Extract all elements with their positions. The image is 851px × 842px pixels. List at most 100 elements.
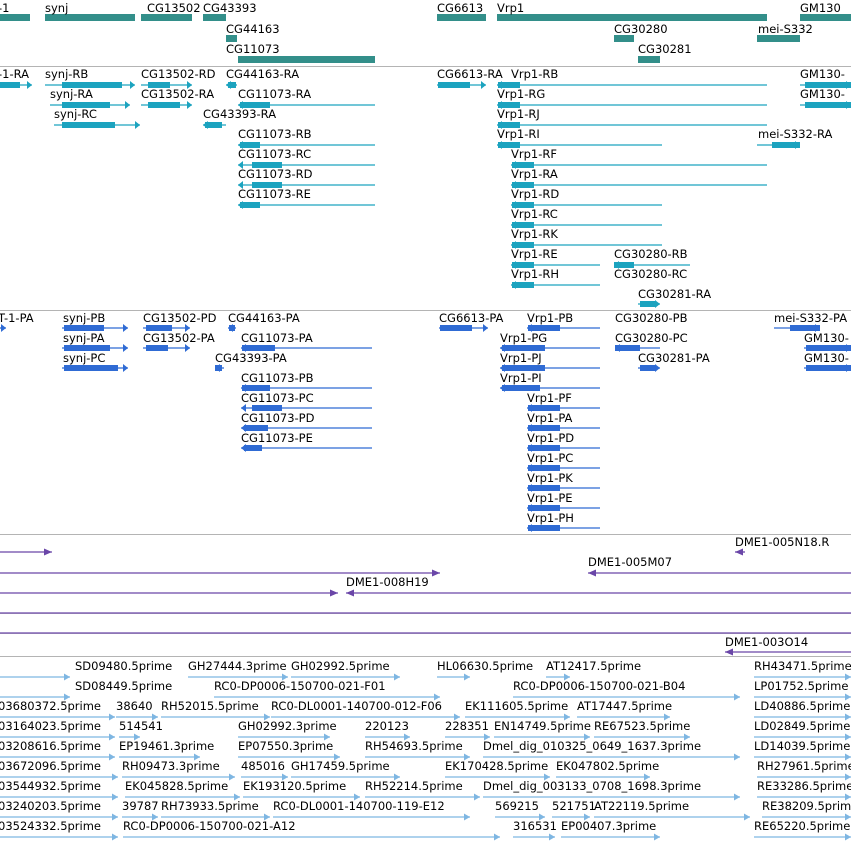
gene-label[interactable]: CG11073 <box>226 42 280 56</box>
est-arrow[interactable] <box>539 813 545 821</box>
transcript-label[interactable]: -1-RA <box>0 67 30 81</box>
transcript-label[interactable]: CG43393-RA <box>203 107 277 121</box>
est-label[interactable]: LP01752.5prime <box>754 679 849 693</box>
est-arrow[interactable] <box>734 793 740 801</box>
protein-exon[interactable] <box>440 325 472 331</box>
protein-strand-arrow[interactable] <box>527 524 532 532</box>
est-label[interactable]: HL06630.5prime <box>437 659 534 673</box>
gene-label[interactable]: CG43393 <box>203 1 257 15</box>
transcript-label[interactable]: CG11073-RA <box>238 87 312 101</box>
est-label[interactable]: 521751 <box>552 799 596 813</box>
protein-exon[interactable] <box>528 465 560 471</box>
est-arrow[interactable] <box>564 713 570 721</box>
transcript-label[interactable]: Vrp1-RH <box>511 267 559 281</box>
transcript-label[interactable]: synj-RB <box>45 67 89 81</box>
est-arrow[interactable] <box>112 833 118 841</box>
est-label[interactable]: LD40886.5prime <box>754 699 851 713</box>
est-arrow[interactable] <box>334 753 340 761</box>
transcript-strand-arrow[interactable] <box>238 181 243 189</box>
transcript-label[interactable]: GM130- <box>800 87 845 101</box>
protein-label[interactable]: GM130- <box>804 351 849 365</box>
protein-label[interactable]: T-1-PA <box>0 311 34 325</box>
protein-label[interactable]: Vrp1-PE <box>527 491 573 505</box>
est-label[interactable]: 03544932.5prime <box>0 779 102 793</box>
transcript-label[interactable]: Vrp1-RF <box>511 147 557 161</box>
clone-arrow[interactable] <box>346 589 354 597</box>
est-arrow[interactable] <box>744 813 750 821</box>
est-label[interactable]: 220123 <box>365 719 409 733</box>
est-arrow[interactable] <box>845 833 851 841</box>
est-arrow[interactable] <box>734 693 740 701</box>
transcript-strand-arrow[interactable] <box>238 141 243 149</box>
protein-exon[interactable] <box>242 345 275 351</box>
est-arrow[interactable] <box>64 673 70 681</box>
est-label[interactable]: AT22119.5prime <box>594 799 690 813</box>
protein-strand-arrow[interactable] <box>123 344 128 352</box>
transcript-strand-arrow[interactable] <box>511 161 516 169</box>
transcript-label[interactable]: Vrp1-RI <box>497 127 540 141</box>
est-label[interactable]: SD09480.5prime <box>75 659 173 673</box>
transcript-label[interactable]: CG30280-RB <box>614 247 688 261</box>
protein-label[interactable]: CG6613-PA <box>439 311 504 325</box>
transcript-exon[interactable] <box>512 182 534 188</box>
clone-arrow[interactable] <box>432 569 440 577</box>
transcript-exon[interactable] <box>205 122 222 128</box>
protein-strand-arrow[interactable] <box>500 384 505 392</box>
transcript-exon[interactable] <box>62 82 122 88</box>
est-arrow[interactable] <box>464 673 470 681</box>
est-label[interactable]: RC0-DL0001-140700-012-F06 <box>271 699 442 713</box>
est-label[interactable]: RE33286.5prime <box>757 779 851 793</box>
transcript-strand-arrow[interactable] <box>846 101 851 109</box>
protein-strand-arrow[interactable] <box>527 444 532 452</box>
est-label[interactable]: 316531 <box>513 819 557 833</box>
est-label[interactable]: RH09473.3prime <box>122 759 220 773</box>
protein-label[interactable]: synj-PB <box>63 311 106 325</box>
est-arrow[interactable] <box>845 733 851 741</box>
transcript-exon[interactable] <box>512 222 534 228</box>
protein-exon[interactable] <box>64 365 118 371</box>
est-label[interactable]: 39787 <box>122 799 159 813</box>
clone-label[interactable]: DME1-005M07 <box>588 555 673 569</box>
est-arrow[interactable] <box>549 833 555 841</box>
est-label[interactable]: RC0-DL0001-140700-119-E12 <box>273 799 445 813</box>
est-label[interactable]: RE67523.5prime <box>594 719 691 733</box>
est-arrow[interactable] <box>845 713 851 721</box>
est-arrow[interactable] <box>134 733 140 741</box>
protein-label[interactable]: synj-PC <box>63 351 106 365</box>
transcript-exon[interactable] <box>498 122 520 128</box>
protein-strand-arrow[interactable] <box>241 384 246 392</box>
est-arrow[interactable] <box>664 713 670 721</box>
transcript-strand-arrow[interactable] <box>795 141 800 149</box>
transcript-strand-arrow[interactable] <box>655 300 660 308</box>
est-arrow[interactable] <box>324 733 330 741</box>
est-arrow[interactable] <box>264 813 270 821</box>
est-arrow[interactable] <box>152 813 158 821</box>
transcript-label[interactable]: GM130- <box>800 67 845 81</box>
transcript-strand-arrow[interactable] <box>497 121 502 129</box>
est-label[interactable]: LD02849.5prime <box>754 719 851 733</box>
gene-label[interactable]: CG30280 <box>614 22 668 36</box>
gene-glyph[interactable] <box>45 14 135 21</box>
est-label[interactable]: GH17459.5prime <box>291 759 390 773</box>
transcript-strand-arrow[interactable] <box>238 101 243 109</box>
transcript-label[interactable]: Vrp1-RD <box>511 187 560 201</box>
transcript-strand-arrow[interactable] <box>511 281 516 289</box>
protein-exon[interactable] <box>528 505 560 511</box>
protein-exon[interactable] <box>252 405 282 411</box>
protein-label[interactable]: CG11073-PD <box>241 411 315 425</box>
transcript-label[interactable]: mei-S332-RA <box>758 127 833 141</box>
transcript-exon[interactable] <box>498 102 520 108</box>
gene-label[interactable]: synj <box>45 1 69 15</box>
protein-exon[interactable] <box>502 345 545 351</box>
transcript-strand-arrow[interactable] <box>238 201 243 209</box>
protein-exon[interactable] <box>64 325 104 331</box>
est-arrow[interactable] <box>454 713 460 721</box>
clone-arrow[interactable] <box>588 569 596 577</box>
est-label[interactable]: EN14749.5prime <box>494 719 591 733</box>
est-label[interactable]: EK111605.5prime <box>465 699 569 713</box>
protein-strand-arrow[interactable] <box>185 344 190 352</box>
protein-label[interactable]: CG11073-PE <box>241 431 313 445</box>
transcript-strand-arrow[interactable] <box>511 261 516 269</box>
transcript-strand-arrow[interactable] <box>511 221 516 229</box>
est-arrow[interactable] <box>354 793 360 801</box>
